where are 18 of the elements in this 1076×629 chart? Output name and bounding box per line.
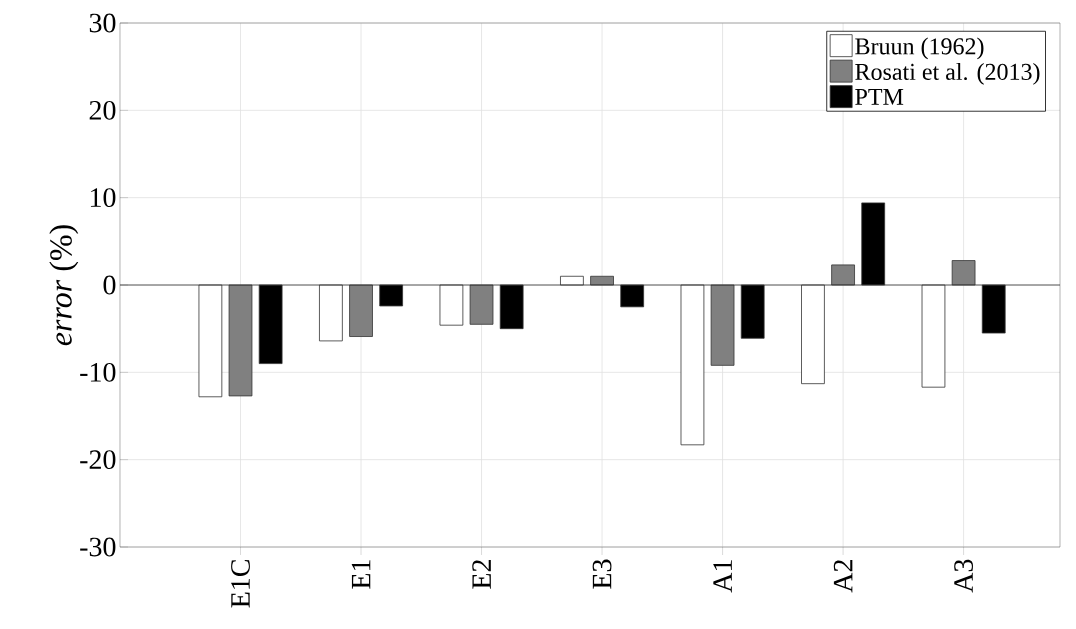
x-tick-label: A1 bbox=[713, 560, 732, 593]
x-tick-label: E1 bbox=[351, 560, 371, 589]
legend-label: Rosati et al. (2013) bbox=[855, 63, 1040, 85]
x-tick-label: E1C bbox=[231, 560, 250, 608]
legend-label: Bruun (1962) bbox=[855, 37, 984, 60]
x-tick-label: E3 bbox=[592, 559, 612, 589]
y-tick-label: -10 bbox=[80, 362, 116, 382]
x-tick-label: E2 bbox=[472, 560, 491, 589]
y-tick-label: 30 bbox=[89, 13, 116, 33]
y-tick-label: -20 bbox=[80, 450, 116, 470]
x-tick-label: A3 bbox=[954, 559, 973, 593]
y-tick-label: 10 bbox=[90, 188, 116, 208]
x-tick-label: A2 bbox=[833, 560, 853, 593]
y-tick-label: 20 bbox=[89, 100, 116, 120]
legend-label: PTM bbox=[855, 89, 904, 105]
y-tick-label: -30 bbox=[80, 537, 116, 557]
y-axis-title: error (%) bbox=[49, 225, 79, 346]
y-tick-label: 0 bbox=[103, 275, 116, 295]
